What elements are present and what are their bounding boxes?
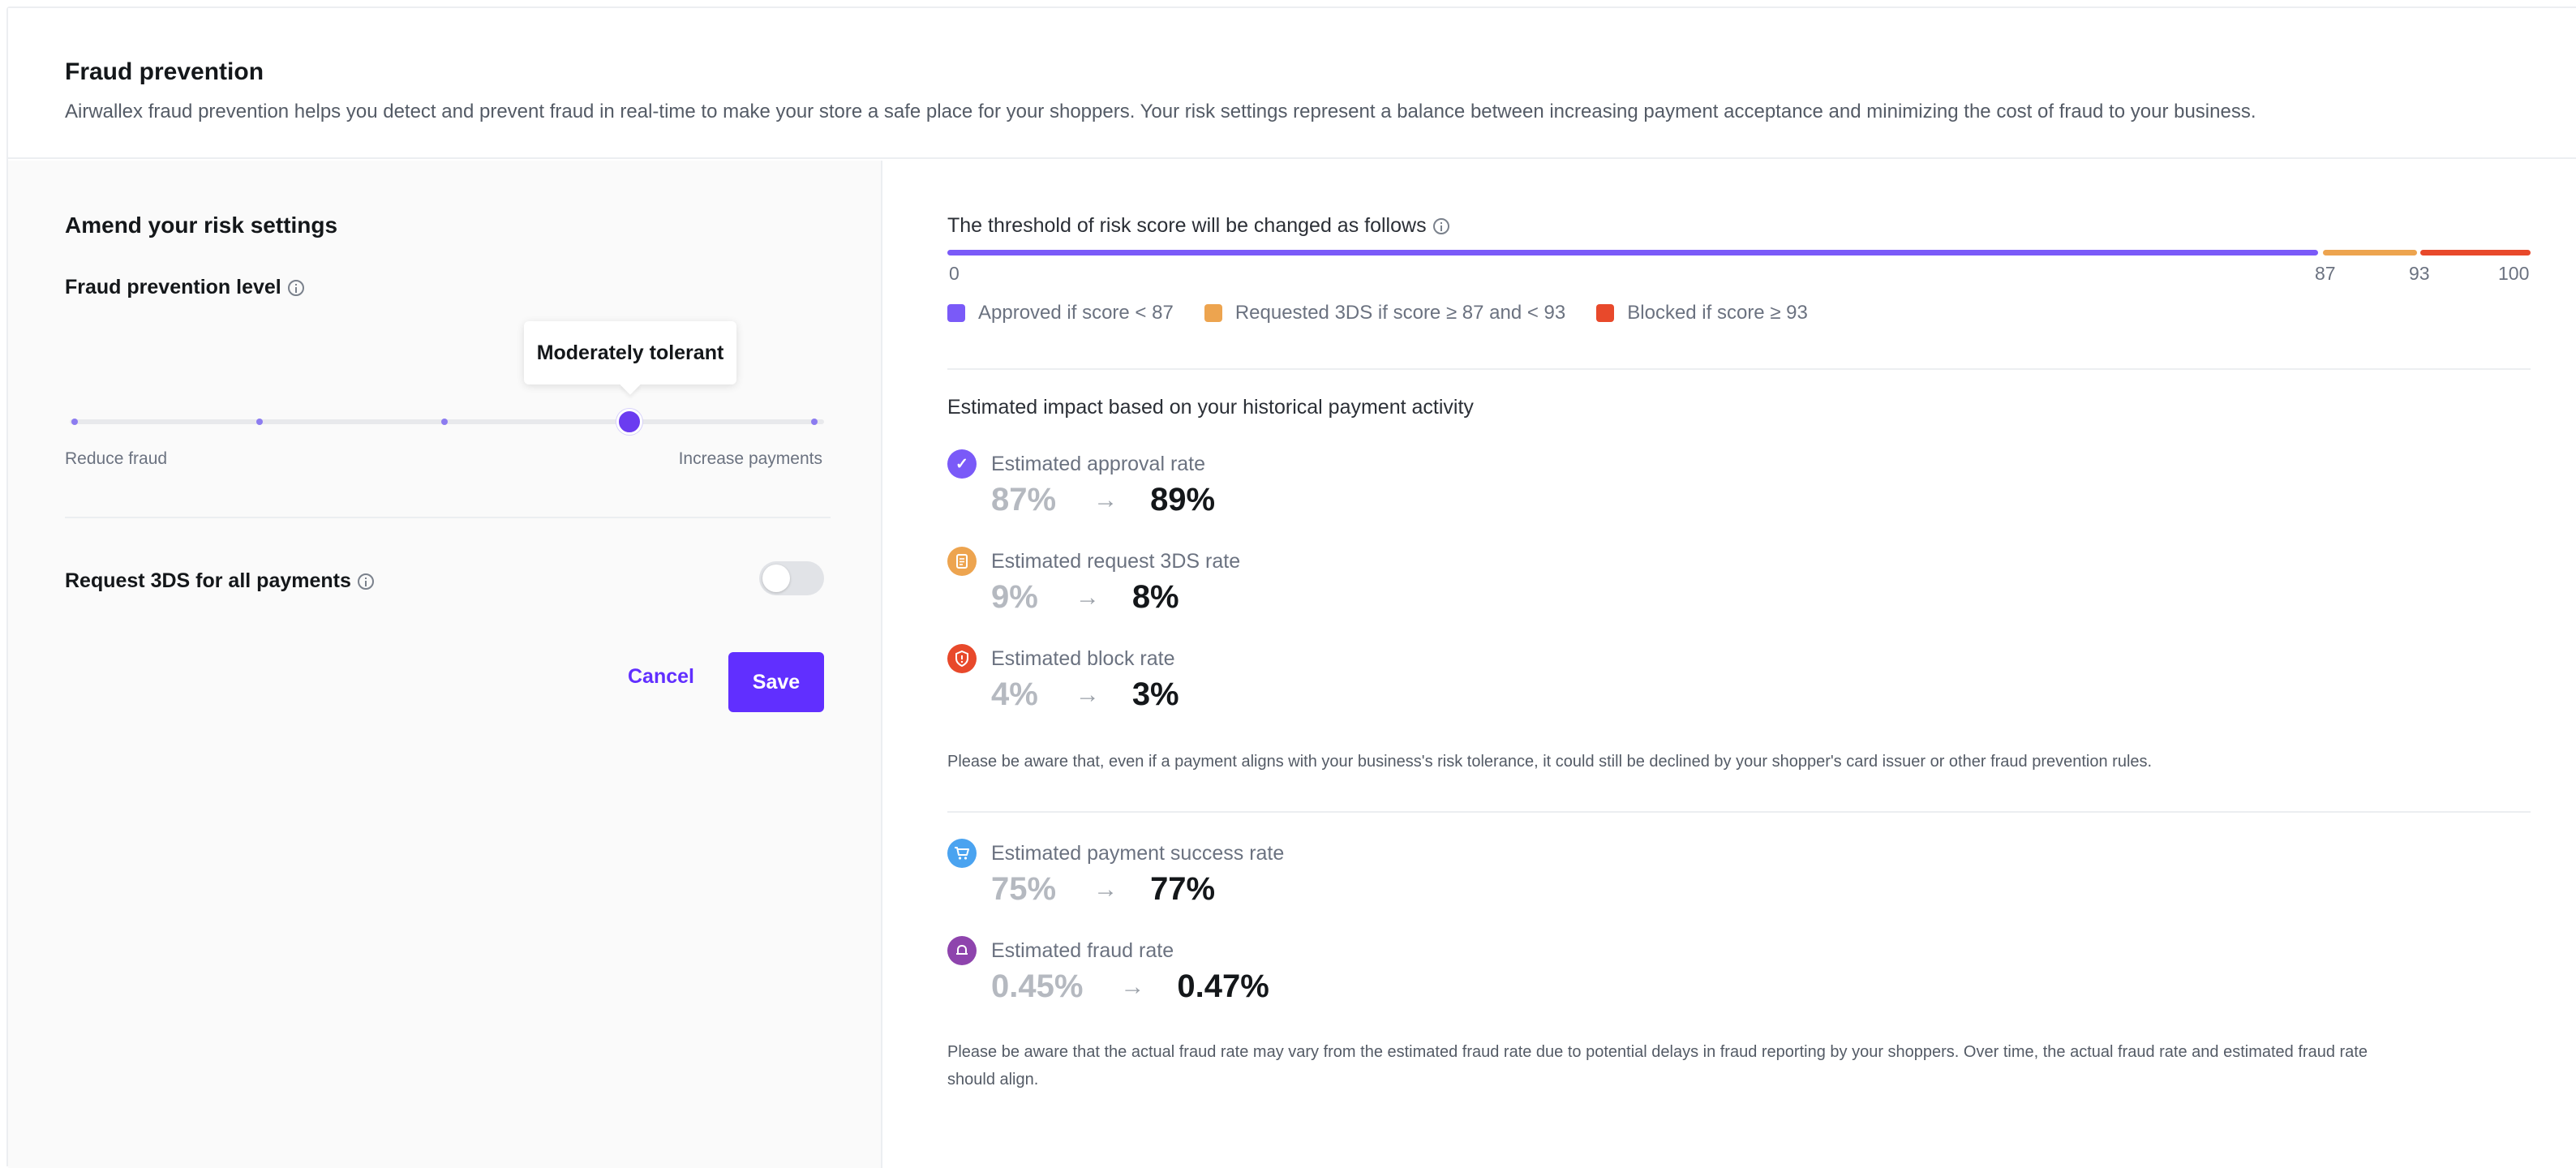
threshold-legend: Approved if score < 87 Requested 3DS if …	[947, 302, 1839, 324]
metric-approval-rate: ✓ Estimated approval rate 87% → 89%	[947, 449, 1215, 518]
metric-values: 75% → 77%	[991, 871, 1284, 908]
legend-swatch-blocked	[1596, 304, 1615, 322]
challenge-range-bar	[2323, 250, 2417, 256]
divider	[947, 811, 2531, 813]
metric-label: Estimated fraud rate	[991, 938, 1174, 962]
toggle-knob	[762, 565, 790, 592]
arrow-right-icon: →	[1093, 875, 1118, 903]
threshold-tick-100: 100	[2498, 263, 2530, 284]
impact-panel: The threshold of risk score will be chan…	[884, 161, 2576, 1168]
slider-step-3[interactable]	[441, 419, 448, 425]
fraud-rate-disclaimer-line: should align.	[947, 1071, 1039, 1089]
block-range-bar	[2420, 250, 2531, 256]
approve-range-bar	[947, 250, 2318, 256]
impact-title: Estimated impact based on your historica…	[947, 396, 1474, 419]
threshold-title: The threshold of risk score will be chan…	[947, 214, 1449, 238]
document-icon	[947, 547, 977, 576]
document-icon-glyph	[956, 554, 968, 569]
slider-step-2[interactable]	[256, 419, 263, 425]
threshold-tick-0: 0	[949, 263, 960, 284]
legend-3ds: Requested 3DS if score ≥ 87 and < 93	[1204, 302, 1565, 324]
info-icon[interactable]	[1432, 217, 1449, 234]
request-3ds-label-text: Request 3DS for all payments	[65, 569, 351, 592]
slider-step-5[interactable]	[811, 419, 818, 425]
page-header: Fraud prevention Airwallex fraud prevent…	[8, 8, 2576, 159]
fraud-rate-disclaimer-line: Please be aware that the actual fraud ra…	[947, 1043, 2368, 1061]
metric-new-value: 8%	[1131, 579, 1179, 615]
slider-max-caption: Increase payments	[678, 449, 822, 468]
slider-thumb[interactable]	[616, 409, 642, 435]
bell-icon	[947, 936, 977, 965]
legend-label: Blocked if score ≥ 93	[1627, 302, 1808, 324]
metric-new-value: 3%	[1131, 676, 1179, 712]
threshold-title-text: The threshold of risk score will be chan…	[947, 214, 1427, 237]
cart-icon	[947, 839, 977, 868]
legend-label: Requested 3DS if score ≥ 87 and < 93	[1234, 302, 1566, 324]
metric-label: Estimated request 3DS rate	[991, 549, 1241, 573]
cancel-button[interactable]: Cancel	[628, 664, 694, 688]
divider	[947, 368, 2531, 370]
metric-old-value: 9%	[991, 579, 1038, 615]
legend-label: Approved if score < 87	[978, 302, 1174, 324]
page-description: Airwallex fraud prevention helps you det…	[65, 101, 2256, 122]
metric-label: Estimated payment success rate	[991, 841, 1285, 865]
arrow-right-icon: →	[1075, 681, 1100, 708]
legend-swatch-3ds	[1204, 304, 1222, 322]
info-icon[interactable]	[357, 573, 374, 590]
metric-old-value: 4%	[991, 676, 1038, 712]
check-icon: ✓	[947, 449, 977, 479]
metric-payment-success-rate: Estimated payment success rate 75% → 77%	[947, 839, 1284, 908]
shield-icon-glyph	[955, 651, 968, 667]
metric-head: Estimated fraud rate	[947, 936, 1269, 965]
arrow-right-icon: →	[1075, 583, 1100, 611]
metric-values: 0.45% → 0.47%	[991, 968, 1269, 1005]
arrow-right-icon: →	[1120, 973, 1145, 1000]
metric-block-rate: Estimated block rate 4% → 3%	[947, 644, 1179, 713]
legend-swatch-approved	[947, 304, 965, 322]
metric-values: 9% → 8%	[991, 579, 1240, 616]
metric-label: Estimated block rate	[991, 646, 1175, 670]
metric-new-value: 77%	[1150, 871, 1216, 907]
metric-values: 4% → 3%	[991, 676, 1179, 713]
request-3ds-toggle[interactable]	[759, 561, 824, 595]
fraud-level-label: Fraud prevention level	[65, 276, 304, 299]
metric-3ds-rate: Estimated request 3DS rate 9% → 8%	[947, 547, 1240, 616]
metric-head: ✓ Estimated approval rate	[947, 449, 1215, 479]
metric-fraud-rate: Estimated fraud rate 0.45% → 0.47%	[947, 936, 1269, 1005]
fraud-level-label-text: Fraud prevention level	[65, 276, 281, 298]
threshold-tick-93: 93	[2409, 263, 2430, 284]
risk-settings-panel: Amend your risk settings Fraud preventio…	[8, 161, 882, 1168]
request-3ds-label: Request 3DS for all payments	[65, 569, 374, 593]
slider-step-1[interactable]	[71, 419, 78, 425]
metric-head: Estimated payment success rate	[947, 839, 1284, 868]
metric-values: 87% → 89%	[991, 482, 1215, 518]
fraud-rate-disclaimer: Please be aware that the actual fraud ra…	[947, 1038, 2368, 1093]
info-icon[interactable]	[287, 279, 304, 296]
metric-head: Estimated block rate	[947, 644, 1179, 673]
arrow-right-icon: →	[1093, 486, 1118, 513]
legend-blocked: Blocked if score ≥ 93	[1596, 302, 1808, 324]
metric-new-value: 89%	[1150, 482, 1216, 517]
metric-old-value: 87%	[991, 482, 1057, 517]
decline-disclaimer: Please be aware that, even if a payment …	[947, 753, 2153, 771]
metric-old-value: 75%	[991, 871, 1057, 907]
shield-icon	[947, 644, 977, 673]
bell-icon-glyph	[956, 945, 968, 955]
metric-new-value: 0.47%	[1177, 968, 1269, 1004]
page-frame: Fraud prevention Airwallex fraud prevent…	[6, 6, 2576, 1168]
save-button[interactable]: Save	[728, 652, 824, 712]
slider-min-caption: Reduce fraud	[65, 449, 168, 468]
page-title: Fraud prevention	[65, 58, 264, 85]
threshold-tick-87: 87	[2315, 263, 2336, 284]
divider	[65, 517, 831, 518]
legend-approved: Approved if score < 87	[947, 302, 1174, 324]
metric-head: Estimated request 3DS rate	[947, 547, 1240, 576]
section-title: Amend your risk settings	[65, 213, 338, 238]
metric-old-value: 0.45%	[991, 968, 1084, 1004]
metric-label: Estimated approval rate	[991, 452, 1206, 475]
slider-tooltip: Moderately tolerant	[524, 321, 736, 384]
cart-icon-glyph	[955, 847, 969, 860]
